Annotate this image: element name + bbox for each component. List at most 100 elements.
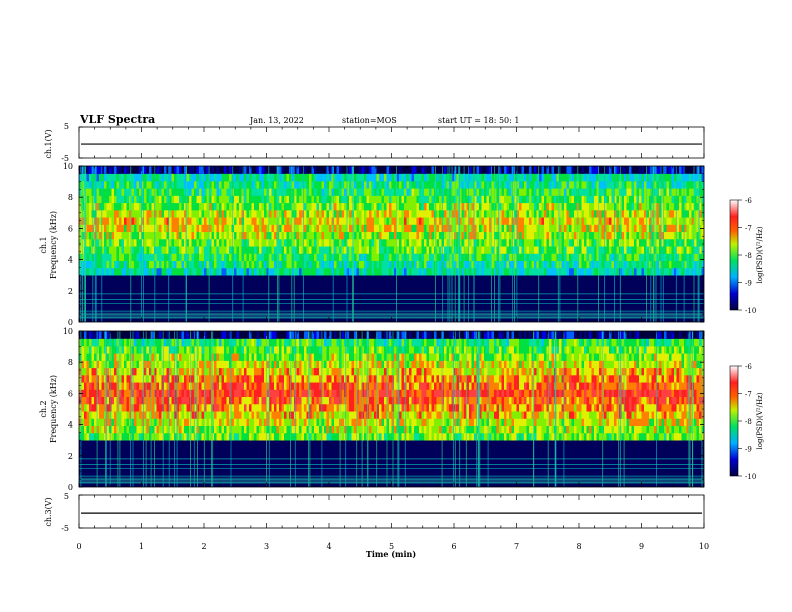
p-ch1spec-cell — [104, 246, 107, 254]
p-ch2spec-cell — [186, 375, 190, 383]
p-ch1spec-cell — [549, 238, 552, 247]
p-ch2spec-cell — [101, 389, 105, 398]
p-ch1spec-cell — [371, 224, 375, 233]
p-ch1spec-cell — [471, 181, 475, 189]
p-ch1spec-cell — [106, 217, 110, 225]
p-ch1spec-cell — [89, 217, 92, 225]
p-ch2spec-cell — [246, 346, 250, 354]
p-ch1spec-cell — [281, 238, 285, 247]
p-ch1spec-cell — [404, 188, 407, 196]
p-ch1spec-cell — [566, 181, 570, 189]
p-ch2spec-cell — [174, 367, 177, 376]
p-ch1spec-cell — [259, 202, 262, 211]
p-ch2spec-cell — [166, 418, 170, 427]
p-ch1spec-cell — [169, 253, 172, 262]
p-ch1spec-cell — [246, 188, 250, 196]
p-ch1spec-cell — [131, 188, 135, 196]
p-ch1spec-cell — [159, 181, 162, 189]
p-ch1spec-cell — [634, 210, 637, 218]
p-ch1spec-cell — [371, 210, 375, 218]
p-ch2spec-cell — [101, 425, 105, 434]
p-ch1spec-cell — [391, 210, 395, 218]
p-ch2spec-cell — [126, 432, 130, 441]
p-ch2spec-cell — [201, 411, 205, 419]
p-ch1spec-cell — [669, 260, 672, 269]
p-ch1spec-cell — [626, 260, 630, 269]
p-ch2spec-cell — [121, 353, 125, 361]
p-ch1spec-cell — [579, 173, 582, 182]
p-ch1spec-cell — [574, 181, 577, 189]
p-ch1spec-cell — [179, 181, 182, 189]
p-ch1spec-cell — [344, 202, 347, 211]
p-ch1spec-cell — [476, 231, 480, 240]
p-ch1spec-cell — [176, 210, 180, 218]
p-ch1spec-cell — [161, 231, 165, 240]
p-ch1spec-cell — [144, 260, 147, 269]
p-ch1spec-cell — [356, 217, 360, 225]
p-ch1spec-cell — [379, 224, 382, 233]
p-ch2spec-cell — [156, 389, 160, 398]
p-ch1spec-cell — [224, 231, 227, 240]
p-ch1spec-cell — [399, 181, 402, 189]
p-ch1spec-cell — [544, 173, 547, 182]
p-ch1spec-cell — [419, 202, 422, 211]
p-ch2spec-cell — [251, 353, 255, 361]
p-ch1spec-cell — [391, 173, 395, 182]
p-ch1spec-cell — [271, 181, 275, 189]
p-ch1spec-cell — [536, 246, 540, 254]
p-ch1spec-cell — [366, 195, 370, 204]
p-ch2spec-cell — [251, 375, 255, 383]
p-ch1spec-cell — [159, 246, 162, 254]
p-ch1spec-cell — [584, 195, 587, 204]
p-ch1spec-cell — [321, 173, 325, 182]
p-ch2spec-cell — [216, 411, 220, 419]
p-ch1spec-cell — [429, 188, 432, 196]
p-ch1spec-cell — [551, 224, 555, 233]
p-ch1spec-cell — [284, 188, 287, 196]
p-ch1spec-cell — [489, 210, 492, 218]
p-ch1spec-cell — [321, 260, 325, 269]
p-ch1spec-cell — [609, 181, 612, 189]
p-ch2spec-cell — [201, 389, 205, 398]
p-ch1spec-cell — [516, 181, 520, 189]
p-ch2spec-cell — [199, 360, 202, 369]
p-ch1spec-cell — [89, 260, 92, 269]
p-ch1spec-cell — [329, 238, 332, 247]
p-ch1spec-cell — [126, 202, 130, 211]
p-ch1spec-cell — [481, 238, 485, 247]
p-ch1spec-cell — [279, 224, 282, 233]
p-ch1spec-cell — [304, 195, 307, 204]
p-ch1spec-cell — [114, 253, 117, 262]
p-ch1spec-cell — [416, 267, 420, 276]
p-ch1spec-cell — [336, 253, 340, 262]
p-ch1spec-edge-cell — [411, 166, 414, 174]
p-ch2spec-cell — [176, 382, 180, 390]
p-ch2spec-cell — [96, 360, 100, 369]
p-ch1spec-cell — [509, 173, 512, 182]
p-ch1spec-cell — [394, 224, 397, 233]
p-ch1spec-cell — [166, 267, 170, 276]
p-ch1spec-cell — [96, 238, 100, 247]
p-ch1spec-cell — [616, 267, 620, 276]
p-ch1spec-cell — [601, 210, 605, 218]
p-ch1spec-cell — [324, 188, 327, 196]
p-ch1spec-cell — [176, 181, 180, 189]
p-ch1spec-cell — [609, 246, 612, 254]
p-ch1spec-cell — [301, 246, 305, 254]
p-ch1spec-cell — [496, 195, 500, 204]
p-ch2spec-cell — [166, 382, 170, 390]
p-ch2spec-cell — [146, 353, 150, 361]
p-ch1spec-cell — [456, 195, 460, 204]
p-ch1spec-cell — [691, 210, 695, 218]
p-ch2spec-cell — [91, 411, 95, 419]
p-ch1spec-cell — [356, 195, 360, 204]
p-ch1spec-cell — [111, 260, 115, 269]
p-ch1spec-cell — [606, 231, 610, 240]
p-ch2spec-cell — [86, 346, 90, 354]
p-ch1spec-cell — [351, 253, 355, 262]
p-ch1spec-cell — [239, 224, 242, 233]
p-ch1spec-cell — [486, 267, 490, 276]
p-ch1spec-cell — [674, 267, 677, 276]
p-ch1spec-cell — [249, 188, 252, 196]
p-ch1spec-cell — [396, 238, 400, 247]
